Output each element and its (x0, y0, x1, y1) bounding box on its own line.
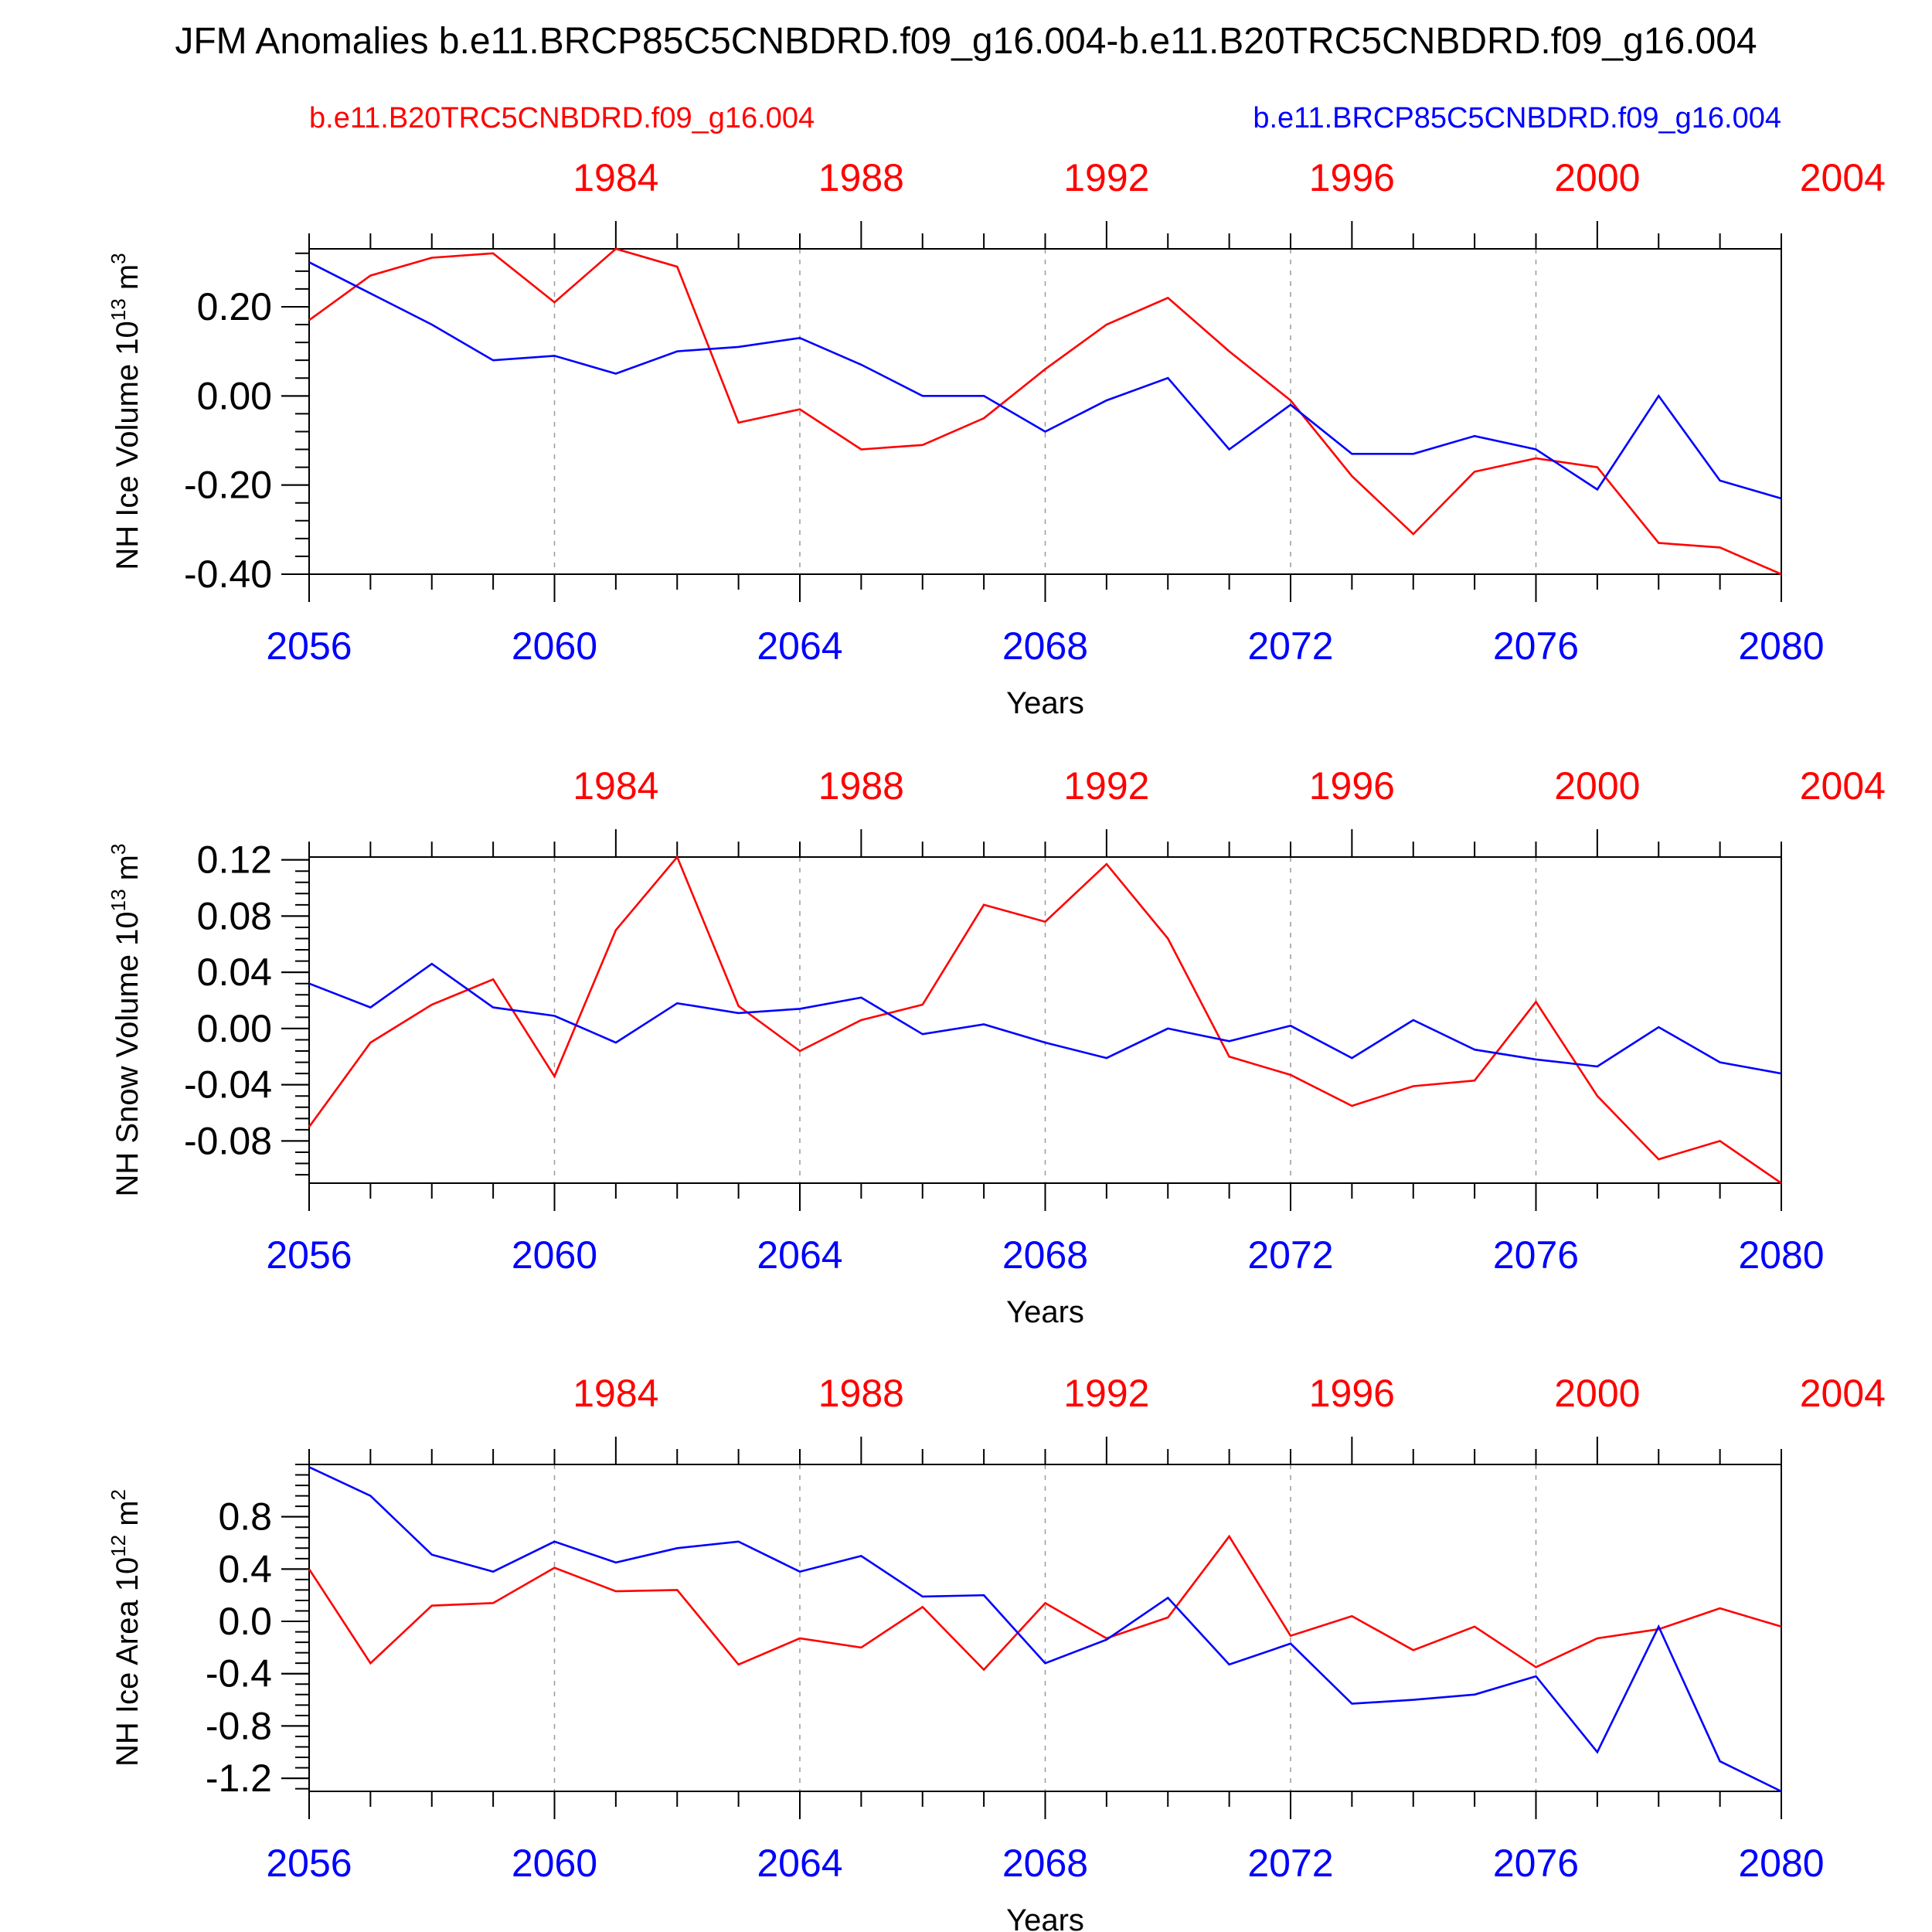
x-tick-label-2068: 2068 (1002, 1842, 1088, 1885)
x-tick-label-2080: 2080 (1738, 1842, 1824, 1885)
chart-panel-2: 2056 2060 2064 2068 2072 2076 2080 1984 1988 1992… (107, 764, 1886, 1329)
y-tick-label: -0.20 (184, 464, 272, 507)
top-tick-label-1984: 1984 (573, 156, 658, 199)
top-tick-label-2004: 2004 (1800, 156, 1886, 199)
top-tick-label-2000: 2000 (1554, 1372, 1640, 1415)
y-tick-label: 0.00 (197, 1007, 272, 1050)
y-tick-label: 0.4 (218, 1547, 272, 1590)
y-axis-label: NH Ice Volume 1013 m3 (107, 253, 145, 570)
top-tick-label-2000: 2000 (1554, 764, 1640, 808)
series-line-blue (308, 261, 1782, 500)
figure-title: JFM Anomalies b.e11.BRCP85C5CNBDRD.f09_g… (175, 21, 1757, 62)
x-tick-label-2076: 2076 (1493, 1842, 1579, 1885)
y-tick-label: 0.20 (197, 285, 272, 328)
top-tick-label-2004: 2004 (1800, 764, 1886, 808)
y-axis-label: NH Snow Volume 1013 m3 (107, 844, 145, 1197)
top-tick-label-1996: 1996 (1309, 156, 1395, 199)
top-tick-label-2004: 2004 (1800, 1372, 1886, 1415)
top-tick-label-1992: 1992 (1063, 764, 1149, 808)
x-tick-label-2064: 2064 (757, 1842, 842, 1885)
chart-panel-3: 2056 2060 2064 2068 2072 2076 2080 1984 1988 1992… (107, 1372, 1886, 1932)
top-tick-label-1984: 1984 (573, 764, 658, 808)
y-axis-label: NH Ice Area 1012 m2 (107, 1489, 145, 1767)
top-tick-label-2000: 2000 (1554, 156, 1640, 199)
top-tick-label-1996: 1996 (1309, 764, 1395, 808)
series-line-red (308, 1534, 1782, 1672)
x-tick-label-2076: 2076 (1493, 624, 1579, 668)
x-tick-label-2060: 2060 (512, 1842, 597, 1885)
series-line-blue (308, 962, 1782, 1075)
top-tick-label-1984: 1984 (573, 1372, 658, 1415)
x-tick-label-2056: 2056 (266, 1233, 352, 1277)
y-tick-label: -0.40 (184, 553, 272, 596)
series-line-blue (308, 1466, 1782, 1793)
chart-panel-1: 2056 2060 2064 2068 2072 2076 2080 1984 1988 1992… (107, 156, 1886, 720)
x-tick-label-2056: 2056 (266, 624, 352, 668)
x-tick-label-2072: 2072 (1247, 1233, 1333, 1277)
y-tick-label: 0.00 (197, 374, 272, 417)
x-axis-label: Years (1006, 1903, 1084, 1932)
legend-red-run-label: b.e11.B20TRC5CNBDRD.f09_g16.004 (309, 102, 815, 134)
x-tick-label-2060: 2060 (512, 624, 597, 668)
top-tick-label-1992: 1992 (1063, 156, 1149, 199)
x-tick-label-2068: 2068 (1002, 1233, 1088, 1277)
x-tick-label-2060: 2060 (512, 1233, 597, 1277)
x-tick-label-2056: 2056 (266, 1842, 352, 1885)
y-tick-label: 0.0 (218, 1600, 272, 1643)
series-line-red (308, 855, 1782, 1185)
x-tick-label-2080: 2080 (1738, 624, 1824, 668)
top-tick-label-1996: 1996 (1309, 1372, 1395, 1415)
x-tick-label-2080: 2080 (1738, 1233, 1824, 1277)
top-tick-label-1988: 1988 (818, 764, 904, 808)
x-tick-label-2072: 2072 (1247, 624, 1333, 668)
y-tick-label: 0.04 (197, 951, 272, 994)
y-tick-label: -0.4 (206, 1652, 272, 1696)
x-tick-label-2072: 2072 (1247, 1842, 1333, 1885)
y-tick-label: -1.2 (206, 1757, 272, 1800)
x-axis-label: Years (1006, 1295, 1084, 1329)
y-tick-label: 0.12 (197, 838, 272, 882)
y-tick-label: -0.8 (206, 1704, 272, 1747)
y-tick-label: 0.08 (197, 894, 272, 937)
x-axis-label: Years (1006, 686, 1084, 720)
y-tick-label: -0.08 (184, 1119, 272, 1162)
x-tick-label-2076: 2076 (1493, 1233, 1579, 1277)
legend-blue-run-label: b.e11.BRCP85C5CNBDRD.f09_g16.004 (1253, 102, 1781, 134)
top-tick-label-1992: 1992 (1063, 1372, 1149, 1415)
y-tick-label: -0.04 (184, 1063, 272, 1107)
y-tick-label: 0.8 (218, 1495, 272, 1539)
x-tick-label-2068: 2068 (1002, 624, 1088, 668)
series-line-red (308, 247, 1782, 576)
x-tick-label-2064: 2064 (757, 624, 842, 668)
top-tick-label-1988: 1988 (818, 1372, 904, 1415)
x-tick-label-2064: 2064 (757, 1233, 842, 1277)
top-tick-label-1988: 1988 (818, 156, 904, 199)
